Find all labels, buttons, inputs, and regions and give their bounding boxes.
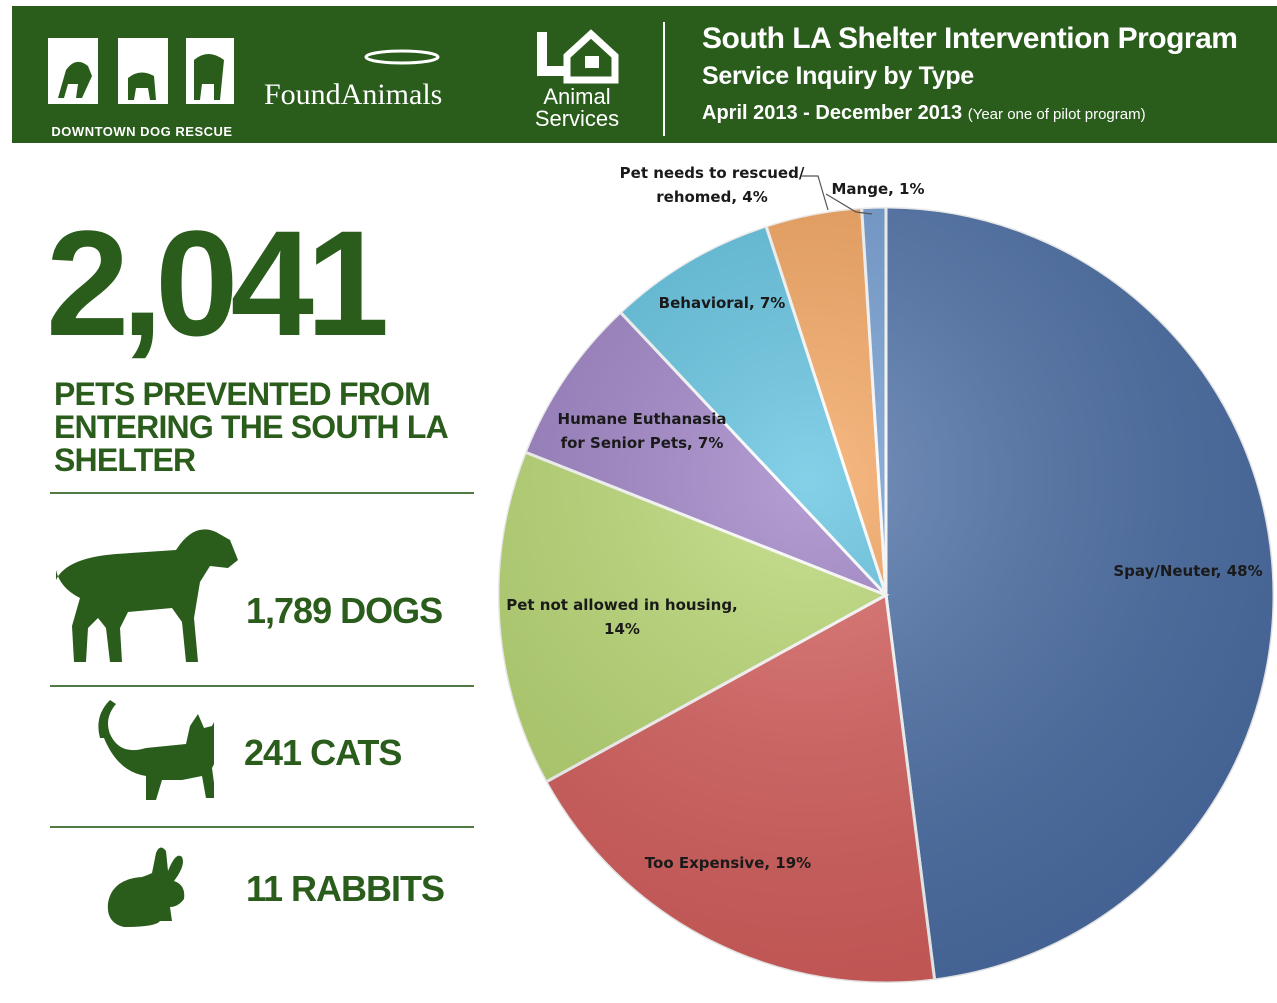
divider-line bbox=[50, 685, 474, 687]
pie-label-pet-needs-to-rescued-rehomed: Pet needs to rescued/rehomed, 4% bbox=[620, 164, 805, 206]
total-pets-caption: PETS PREVENTED FROM ENTERING THE SOUTH L… bbox=[54, 376, 447, 478]
rabbits-count: 11 RABBITS bbox=[246, 868, 445, 909]
pie-slice-spay-neuter bbox=[884, 205, 1276, 982]
pie-label-pet-not-allowed-in-housing: Pet not allowed in housing, 14% bbox=[506, 596, 738, 638]
pie-label-behavioral: Behavioral, 7% bbox=[659, 294, 786, 312]
date-range-note: (Year one of pilot program) bbox=[967, 106, 1146, 123]
date-range-text: April 2013 - December 2013 bbox=[702, 102, 963, 124]
total-pets-number: 2,041 bbox=[46, 199, 389, 367]
pie-label-mange: Mange, 1% bbox=[831, 180, 924, 198]
halo-icon bbox=[364, 49, 440, 65]
la-animal-services-logo: Animal Services bbox=[527, 26, 627, 146]
dog-icon bbox=[56, 529, 238, 662]
downtown-dog-rescue-logo: DOWNTOWN DOG RESCUE bbox=[42, 30, 242, 139]
pie-labels: Spay/Neuter, 48% Too Expensive, 19% Pet no… bbox=[506, 164, 1262, 872]
service-inquiry-pie-chart: Spay/Neuter, 48% Too Expensive, 19% Pet no… bbox=[496, 164, 1276, 985]
cat-icon bbox=[98, 700, 214, 800]
la-house-icon bbox=[537, 29, 619, 84]
dcr-subtitle: DOWNTOWN DOG RESCUE bbox=[51, 124, 233, 139]
header-divider bbox=[663, 22, 665, 136]
dcr-logo-icon bbox=[48, 38, 234, 104]
pie-label-too-expensive: Too Expensive, 19% bbox=[645, 854, 811, 872]
divider-line bbox=[50, 826, 474, 828]
page-subtitle: Service Inquiry by Type bbox=[702, 62, 974, 90]
pie-slices bbox=[496, 205, 1276, 985]
dogs-count: 1,789 DOGS bbox=[246, 590, 443, 631]
cats-count: 241 CATS bbox=[244, 732, 402, 773]
rabbit-icon bbox=[107, 847, 185, 927]
la-services-line: Services bbox=[534, 106, 620, 131]
divider-line bbox=[50, 492, 474, 494]
found-animals-logo: FoundAnimals bbox=[264, 78, 443, 111]
date-range: April 2013 - December 2013 (Year one of … bbox=[702, 102, 1146, 125]
leader-line-mange bbox=[825, 193, 873, 215]
pie-label-humane-euthanasia-for-senior-pets: Humane Euthanasia for Senior Pets, 7% bbox=[558, 410, 727, 452]
la-animal-services-text: Animal Services bbox=[527, 86, 627, 130]
header-banner: DOWNTOWN DOG RESCUE FoundAnimals Animal … bbox=[12, 6, 1277, 143]
pie-label-spay-neuter: Spay/Neuter, 48% bbox=[1113, 562, 1262, 580]
page-title: South LA Shelter Intervention Program bbox=[702, 22, 1238, 55]
la-animal-line: Animal bbox=[543, 84, 611, 109]
leader-line-rehomed bbox=[801, 175, 829, 211]
